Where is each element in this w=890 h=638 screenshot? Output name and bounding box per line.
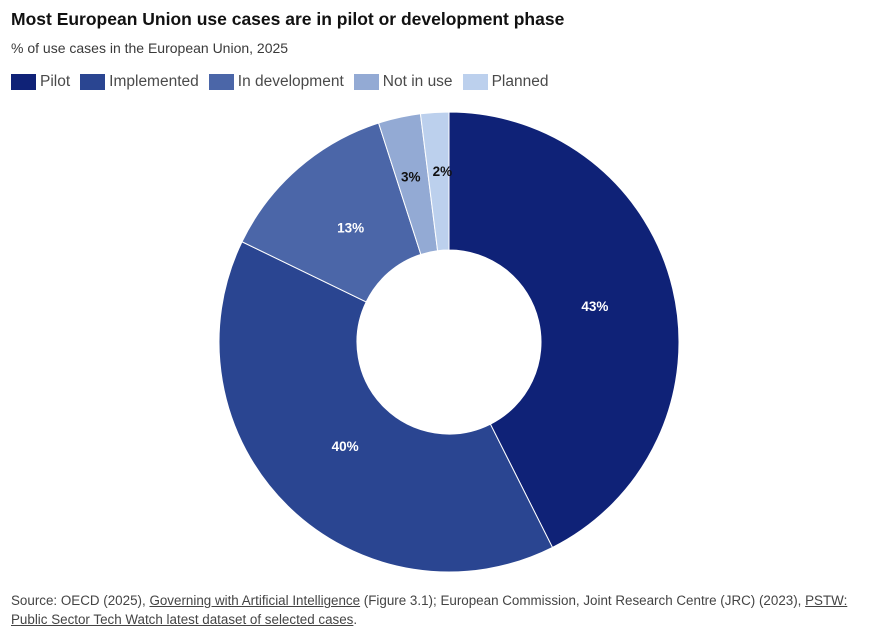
source-link-governing-ai[interactable]: Governing with Artificial Intelligence bbox=[149, 593, 361, 608]
source-end: . bbox=[353, 611, 358, 627]
chart-subtitle: % of use cases in the European Union, 20… bbox=[11, 40, 289, 56]
data-label-pilot: 43% bbox=[581, 299, 608, 314]
legend-swatch-in-development bbox=[208, 74, 234, 90]
slice-in-development[interactable] bbox=[241, 122, 422, 303]
legend-label-planned: Planned bbox=[491, 73, 549, 90]
legend-label-pilot: Pilot bbox=[40, 73, 71, 90]
legend-swatch-pilot bbox=[11, 74, 36, 90]
legend-label-implemented: Implemented bbox=[109, 73, 199, 90]
legend-item-not-in-use[interactable]: Not in use bbox=[353, 73, 453, 91]
donut-chart: 43% 40% 13% 3% 2% bbox=[218, 111, 680, 573]
data-label-planned: 2% bbox=[433, 164, 453, 179]
slice-implemented[interactable] bbox=[218, 241, 554, 573]
source-prefix: Source: OECD (2025), bbox=[11, 593, 150, 608]
legend-label-not-in-use: Not in use bbox=[382, 73, 453, 90]
legend-item-implemented[interactable]: Implemented bbox=[80, 73, 199, 91]
legend-swatch-implemented bbox=[80, 74, 106, 90]
source-mid-text: (Figure 3.1); European Commission, Joint… bbox=[360, 593, 806, 608]
data-label-not-in-use: 3% bbox=[401, 170, 421, 185]
legend: Pilot Implemented In development Not in … bbox=[11, 73, 548, 91]
legend-item-in-development[interactable]: In development bbox=[208, 73, 344, 91]
slice-planned[interactable] bbox=[419, 111, 450, 252]
legend-swatch-not-in-use bbox=[353, 74, 379, 90]
legend-label-in-development: In development bbox=[237, 73, 344, 90]
legend-swatch-planned bbox=[462, 74, 488, 90]
source-note: Source: OECD (2025), Governing with Arti… bbox=[11, 592, 879, 630]
legend-item-pilot[interactable]: Pilot bbox=[11, 73, 70, 91]
data-label-in-development: 13% bbox=[337, 220, 364, 235]
slice-pilot[interactable] bbox=[448, 111, 680, 549]
chart-title: Most European Union use cases are in pil… bbox=[11, 9, 565, 29]
data-label-implemented: 40% bbox=[332, 439, 359, 454]
legend-item-planned[interactable]: Planned bbox=[462, 73, 549, 91]
source-link-pstw[interactable]: PSTW: Public Sector Tech Watch latest da… bbox=[11, 593, 848, 627]
